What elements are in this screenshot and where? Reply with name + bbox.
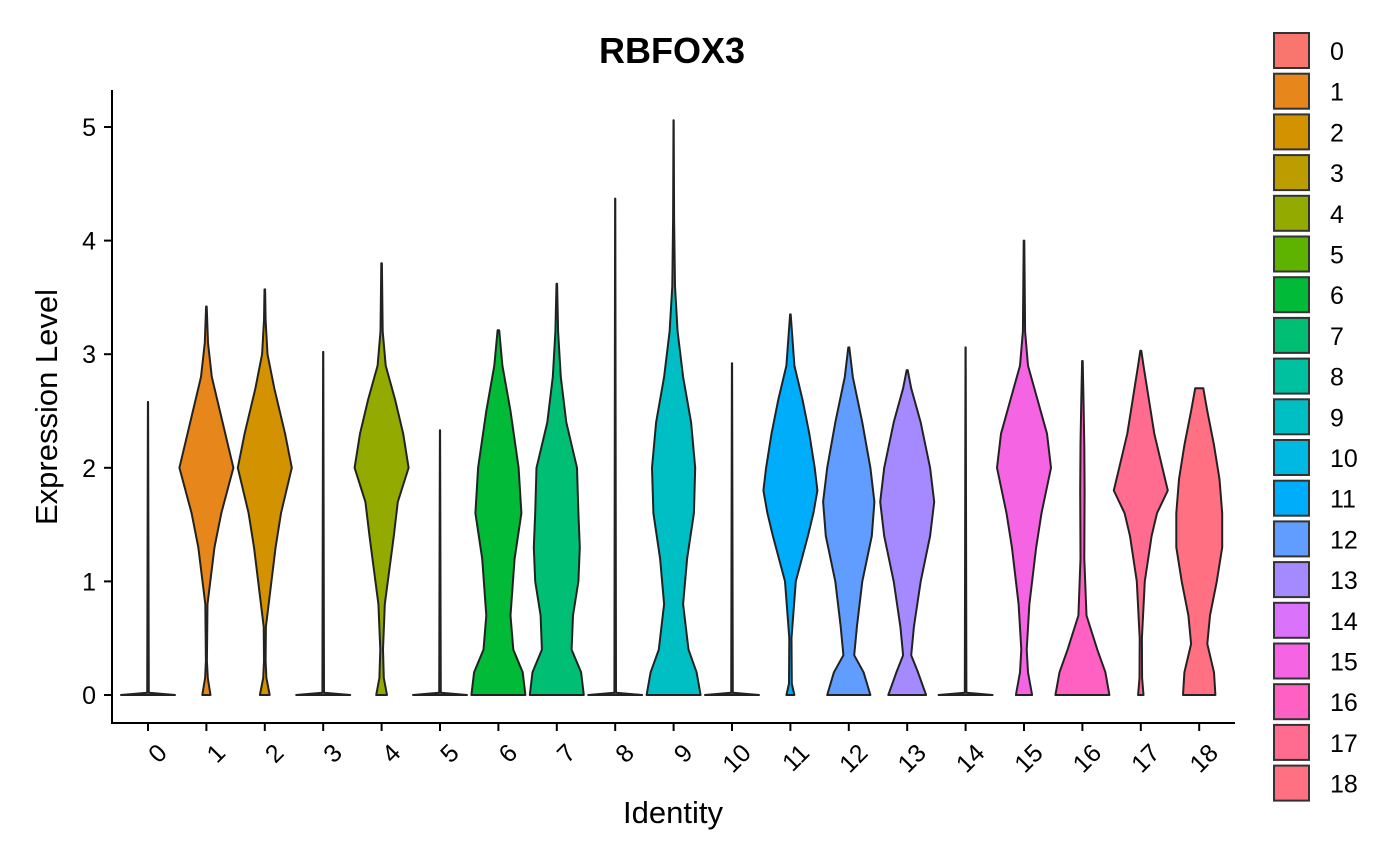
x-tick-label: 9 xyxy=(669,739,699,769)
legend-swatch xyxy=(1273,642,1310,680)
legend-swatch xyxy=(1273,357,1310,395)
legend-swatch xyxy=(1273,316,1310,354)
y-tick-label: 2 xyxy=(82,455,96,483)
legend-swatch xyxy=(1273,276,1310,314)
x-tick-label: 18 xyxy=(1184,739,1223,778)
violin-17 xyxy=(1112,349,1169,696)
legend-swatch xyxy=(1273,479,1310,517)
violin-13 xyxy=(879,369,936,696)
legend-label: 12 xyxy=(1330,526,1358,554)
legend-label: 17 xyxy=(1330,730,1358,758)
legend-label: 1 xyxy=(1330,79,1344,107)
y-tick-label: 1 xyxy=(82,568,96,596)
legend-label: 7 xyxy=(1330,323,1344,351)
legend-swatch xyxy=(1273,235,1310,273)
x-tick-label: 4 xyxy=(377,739,407,769)
y-axis-label: Expression Level xyxy=(29,289,64,525)
y-tick-label: 3 xyxy=(82,341,96,369)
x-tick-label: 5 xyxy=(435,739,465,769)
legend-label: 2 xyxy=(1330,119,1344,147)
x-tick-label: 3 xyxy=(318,739,348,769)
y-tick-label: 0 xyxy=(82,682,96,710)
legend-label: 13 xyxy=(1330,567,1358,595)
legend-swatch xyxy=(1273,194,1310,232)
x-tick-label: 6 xyxy=(493,739,523,769)
violin-0 xyxy=(120,400,176,696)
legend-label: 4 xyxy=(1330,201,1344,229)
legend-swatch xyxy=(1273,764,1310,802)
legend-label: 0 xyxy=(1330,38,1344,66)
x-tick-label: 14 xyxy=(951,739,991,779)
x-tick-label: 7 xyxy=(552,739,582,769)
legend-swatch xyxy=(1273,520,1310,558)
violin-14 xyxy=(937,346,994,696)
legend-label: 10 xyxy=(1330,445,1358,473)
violins-group xyxy=(120,119,1224,696)
legend-label: 11 xyxy=(1330,486,1356,514)
violin-8 xyxy=(587,197,644,696)
y-tick-label: 5 xyxy=(82,114,96,142)
legend-swatch xyxy=(1273,561,1310,599)
chart-title: RBFOX3 xyxy=(599,30,745,71)
x-tick-label: 2 xyxy=(260,739,290,769)
x-tick-label: 15 xyxy=(1009,739,1048,778)
x-ticks-group: 0 1 2 3 4 5 6 7 8 9 10 11 12 13 14 15 16 17 18 xyxy=(143,723,1224,778)
violin-5 xyxy=(412,429,468,696)
x-tick-label: 13 xyxy=(892,739,931,778)
x-axis-label: Identity xyxy=(623,795,723,830)
violin-12 xyxy=(822,346,876,696)
legend-swatch xyxy=(1273,154,1310,192)
legend-label: 15 xyxy=(1330,649,1358,677)
legend-swatch xyxy=(1273,398,1310,436)
x-tick-label: 8 xyxy=(610,739,640,769)
legend-label: 14 xyxy=(1330,608,1358,636)
x-tick-label: 1 xyxy=(201,739,231,769)
legend-swatch xyxy=(1273,113,1310,151)
violin-7 xyxy=(528,282,585,696)
legend-swatch xyxy=(1273,72,1310,110)
violin-2 xyxy=(236,288,293,696)
x-tick-label: 12 xyxy=(834,739,873,778)
legend-label: 8 xyxy=(1330,364,1344,392)
violin-16 xyxy=(1054,360,1111,696)
legend-swatch xyxy=(1273,439,1310,476)
violin-15 xyxy=(996,239,1052,696)
legend-swatch xyxy=(1273,723,1310,761)
legend-swatch xyxy=(1273,32,1310,69)
legend-label: 18 xyxy=(1330,771,1358,799)
violin-1 xyxy=(178,305,235,696)
legend-label: 6 xyxy=(1330,282,1344,310)
x-tick-label: 11 xyxy=(777,739,815,777)
legend-label: 9 xyxy=(1330,404,1344,432)
y-tick-label: 4 xyxy=(82,228,96,256)
y-ticks-group: 0 1 2 3 4 5 xyxy=(82,114,112,710)
legend-label: 5 xyxy=(1330,242,1344,270)
legend-label: 16 xyxy=(1330,689,1358,717)
x-tick-label: 10 xyxy=(717,739,756,778)
x-tick-label: 16 xyxy=(1068,739,1107,778)
violin-18 xyxy=(1175,387,1224,696)
violin-4 xyxy=(353,262,410,696)
violin-11 xyxy=(762,313,819,696)
legend-label: 3 xyxy=(1330,160,1344,188)
violin-9 xyxy=(645,119,702,696)
violin-10 xyxy=(704,362,760,696)
violin-3 xyxy=(295,350,352,696)
legend-swatch xyxy=(1273,683,1310,721)
violin-6 xyxy=(470,329,527,696)
legend-swatch xyxy=(1273,601,1310,639)
x-tick-label: 0 xyxy=(143,739,173,769)
x-tick-label: 17 xyxy=(1126,739,1165,778)
